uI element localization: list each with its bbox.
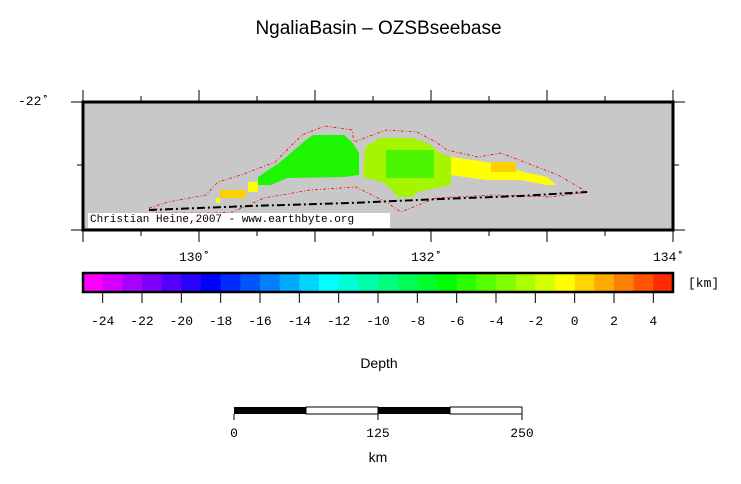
colorbar-swatch (437, 273, 458, 292)
colorbar-swatch (358, 273, 379, 292)
colorbar-tick-label: 2 (610, 314, 618, 329)
scale-label-250: 250 (510, 426, 534, 441)
colorbar-swatch (653, 273, 674, 292)
colorbar-swatch (240, 273, 261, 292)
scale-label-0: 0 (230, 426, 238, 441)
colorbar-swatch (555, 273, 576, 292)
colorbar-swatch (496, 273, 517, 292)
colorbar-title: Depth (360, 355, 398, 371)
colorbar-frame (81, 271, 675, 294)
scale-bar (233, 406, 523, 420)
colorbar-swatch (378, 273, 399, 292)
colorbar-tick-label: -14 (287, 314, 312, 329)
colorbar-tick-label: -22 (130, 314, 154, 329)
lon-label-130: 130˚ (179, 250, 211, 265)
colorbar-tick-label: 4 (649, 314, 658, 329)
depth-area-central-core (386, 150, 434, 178)
depth-area-west-orange (220, 190, 246, 198)
lat-label: -22˚ (18, 94, 50, 109)
colorbar-tick-label: -4 (488, 314, 504, 329)
colorbar-swatch (397, 273, 418, 292)
lon-label-134: 134˚ (653, 250, 685, 265)
credit-box (88, 213, 390, 228)
colorbar-tick-label: -12 (326, 314, 351, 329)
colorbar-tick-label: 0 (570, 314, 579, 329)
colorbar-tick-label: -2 (527, 314, 544, 329)
colorbar-tick-label: -10 (366, 314, 390, 329)
colorbar-swatch (260, 273, 281, 292)
colorbar-swatch (102, 273, 123, 292)
colorbar-unit: [km] (688, 276, 720, 291)
colorbar-swatch (161, 273, 182, 292)
colorbar-swatch (338, 273, 359, 292)
credit-text: Christian Heine,2007 - www.earthbyte.org (90, 214, 355, 226)
colorbar-tick-label: -6 (448, 314, 465, 329)
colorbar-swatch (319, 273, 340, 292)
colorbar-tick-label: -16 (248, 314, 272, 329)
colorbar-swatch (456, 273, 477, 292)
colorbar (83, 273, 674, 292)
scale-label-125: 125 (366, 426, 390, 441)
colorbar-swatch (535, 273, 556, 292)
map-title: NgaliaBasin – OZSBseebase (255, 18, 502, 39)
colorbar-swatch (142, 273, 163, 292)
basin-outline (148, 125, 589, 214)
colorbar-swatch (181, 273, 202, 292)
map-frame (81, 100, 675, 232)
colorbar-swatch (122, 273, 143, 292)
colorbar-tick-label: -24 (90, 314, 115, 329)
colorbar-swatch (594, 273, 615, 292)
colorbar-swatch (299, 273, 320, 292)
lon-label-132: 132˚ (411, 250, 443, 265)
depth-grid (216, 135, 556, 203)
colorbar-swatch (417, 273, 438, 292)
depth-area-west-yellow (248, 182, 258, 192)
colorbar-swatch (220, 273, 241, 292)
scale-unit: km (368, 449, 388, 465)
colorbar-swatch (515, 273, 536, 292)
colorbar-swatch (476, 273, 497, 292)
depth-area-west-yellow-small (216, 198, 220, 203)
colorbar-swatch (574, 273, 595, 292)
depth-area-west-green (258, 135, 359, 185)
colorbar-swatch (83, 273, 104, 292)
colorbar-swatch (279, 273, 300, 292)
colorbar-swatch (633, 273, 654, 292)
colorbar-tick-label: -20 (169, 314, 194, 329)
colorbar-swatch (201, 273, 222, 292)
colorbar-tick-label: -8 (409, 314, 426, 329)
colorbar-swatch (614, 273, 635, 292)
colorbar-tick-label: -18 (208, 314, 233, 329)
depth-area-east-orange (491, 162, 516, 172)
fault-line (148, 191, 588, 211)
colorbar-ticks (102, 293, 654, 303)
map-ticks (71, 90, 685, 242)
